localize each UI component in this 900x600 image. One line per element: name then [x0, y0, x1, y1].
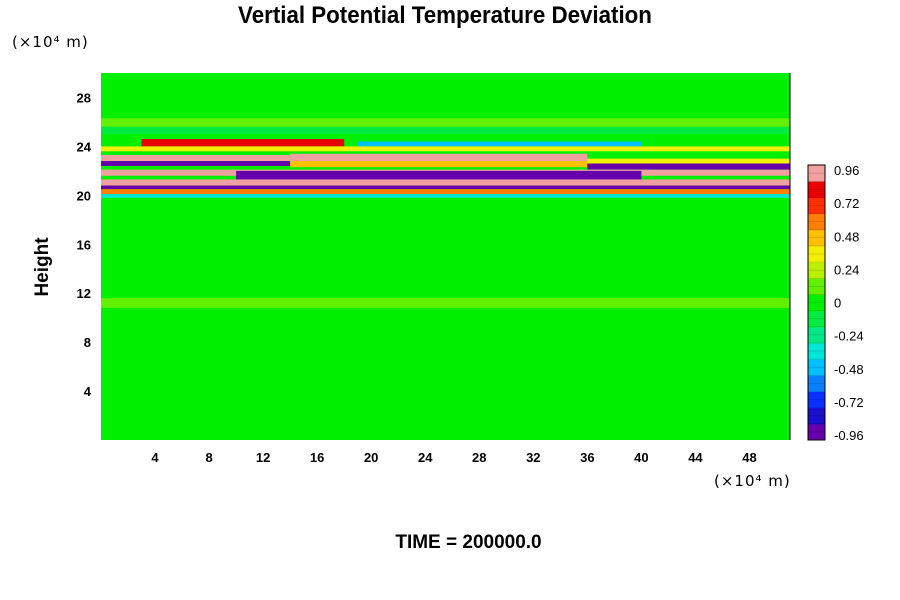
colorbar-swatch [808, 262, 825, 279]
colorbar-swatch [808, 310, 825, 328]
y-tick-label: 8 [84, 335, 91, 350]
colorbar-tick-label: 0.24 [834, 262, 859, 277]
field-band [290, 153, 588, 162]
x-tick-label: 44 [688, 450, 703, 465]
field-band [101, 118, 790, 127]
time-annotation: TIME = 200000.0 [395, 532, 542, 553]
colorbar-swatch [808, 359, 825, 376]
field-band [101, 146, 790, 152]
field-band [101, 185, 790, 190]
x-tick-label: 8 [205, 450, 212, 465]
colorbar-swatch [808, 294, 825, 312]
field-band [587, 163, 790, 170]
field-band [357, 141, 642, 147]
colorbar-swatch [808, 229, 825, 247]
field-band [587, 158, 790, 164]
colorbar-tick-label: 0.96 [834, 163, 859, 178]
y-axis-unit: (×10⁴ m) [12, 33, 89, 51]
field-band [101, 126, 790, 135]
field-band [101, 195, 790, 214]
x-tick-label: 32 [526, 450, 540, 465]
y-tick-label: 20 [77, 188, 91, 203]
colorbar-tick-label: -0.24 [834, 329, 864, 344]
colorbar-swatch [808, 423, 825, 441]
field-band [101, 189, 790, 195]
colorbar-swatch [808, 165, 825, 182]
y-tick-label: 16 [77, 237, 91, 252]
y-axis-ticks: 4 8 12 16 20 24 28 [77, 90, 92, 399]
field-band [101, 179, 790, 186]
chart-title: Vertial Potential Temperature Deviation [238, 2, 652, 29]
colorbar-tick-label: -0.96 [834, 428, 864, 443]
x-tick-label: 28 [472, 450, 486, 465]
x-axis-ticks: 4 8 12 16 20 24 28 32 36 40 44 48 [151, 450, 756, 465]
colorbar-tick-label: 0.72 [834, 196, 859, 211]
colorbar-swatch [808, 342, 825, 360]
x-tick-label: 20 [364, 450, 378, 465]
field-band [101, 298, 790, 308]
colorbar-tick-label: -0.48 [834, 362, 864, 377]
field-band [101, 154, 291, 162]
y-tick-label: 12 [77, 286, 91, 301]
x-tick-label: 24 [418, 450, 433, 465]
colorbar-swatch [808, 181, 825, 198]
colorbar-swatch [808, 407, 825, 425]
x-tick-label: 16 [310, 450, 324, 465]
colorbar-swatch [808, 213, 825, 231]
x-tick-label: 48 [742, 450, 756, 465]
colorbar: 0.96 0.72 0.48 0.24 0 -0.24 -0.48 -0.72 -0.96 [807, 163, 864, 443]
y-tick-label: 24 [77, 139, 92, 154]
x-tick-label: 4 [151, 450, 159, 465]
colorbar-swatch [808, 326, 825, 344]
colorbar-tick-label: 0.48 [834, 229, 859, 244]
colorbar-swatch [808, 375, 825, 392]
colorbar-tick-label: 0 [834, 296, 841, 311]
colorbar-frame [807, 164, 826, 441]
colorbar-tick-label: -0.72 [834, 395, 864, 410]
x-axis-unit: (×10⁴ m) [714, 472, 791, 490]
y-tick-label: 28 [77, 90, 91, 105]
colorbar-swatch [808, 278, 825, 295]
field-band [236, 170, 642, 181]
plot-area [101, 73, 791, 440]
field-band [101, 194, 790, 198]
colorbar-swatch [808, 391, 825, 409]
field-band [101, 161, 291, 166]
x-tick-label: 36 [580, 450, 594, 465]
x-tick-label: 12 [256, 450, 270, 465]
y-tick-label: 4 [84, 384, 92, 399]
colorbar-swatch [808, 197, 825, 215]
field-band [290, 161, 588, 168]
field-band [141, 139, 345, 147]
x-tick-label: 40 [634, 450, 648, 465]
colorbar-swatch [808, 245, 825, 263]
